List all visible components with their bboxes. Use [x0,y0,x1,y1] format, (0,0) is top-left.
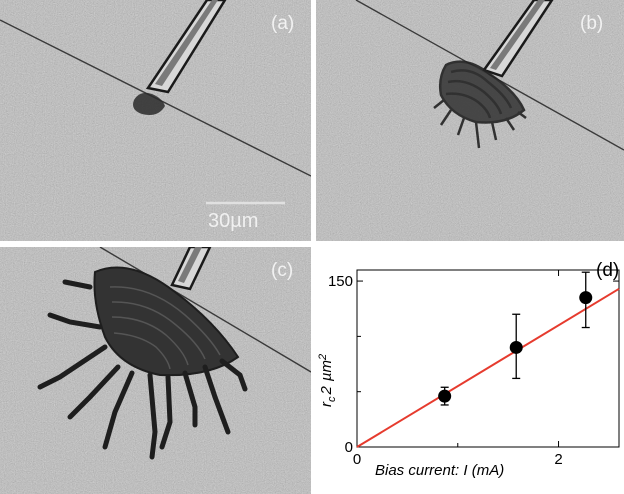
y-tick-label: 150 [328,273,353,290]
crystal-edge-line [99,247,311,373]
micrograph-panel-b: (b) [316,0,624,241]
x-tick-label: 0 [353,451,361,468]
probe-tip [170,247,212,291]
panel-label-c: (c) [271,260,293,281]
panel-label-b: (b) [580,13,603,34]
dark-domain [433,60,527,149]
chart-panel-d: (d) Bias current: I (mA) rc2µm2 0 2 0 150 [313,247,624,494]
fit-line [356,287,620,448]
probe-tip [145,0,227,94]
micrograph-panel-a: 30µm (a) [0,0,311,241]
dark-domain [133,92,165,115]
micrograph-panel-c: (c) [0,247,311,494]
dark-domain [37,266,248,460]
scale-bar-label: 30µm [208,210,258,232]
x-tick-label: 2 [554,451,562,468]
panel-label-a: (a) [271,13,294,34]
panel-label-d: (d) [596,260,619,281]
y-tick-label: 0 [345,439,353,456]
plot-frame [356,269,620,448]
svg-text:rc2µm2: rc2µm2 [317,354,338,407]
x-axis-label: Bias current: I (mA) [375,462,504,479]
probe-tip [481,0,554,78]
data-point [509,340,523,354]
data-point [579,291,593,305]
y-axis-label: rc2µm2 [317,354,338,407]
data-point [438,389,452,403]
dark-domain-rings [109,286,221,370]
